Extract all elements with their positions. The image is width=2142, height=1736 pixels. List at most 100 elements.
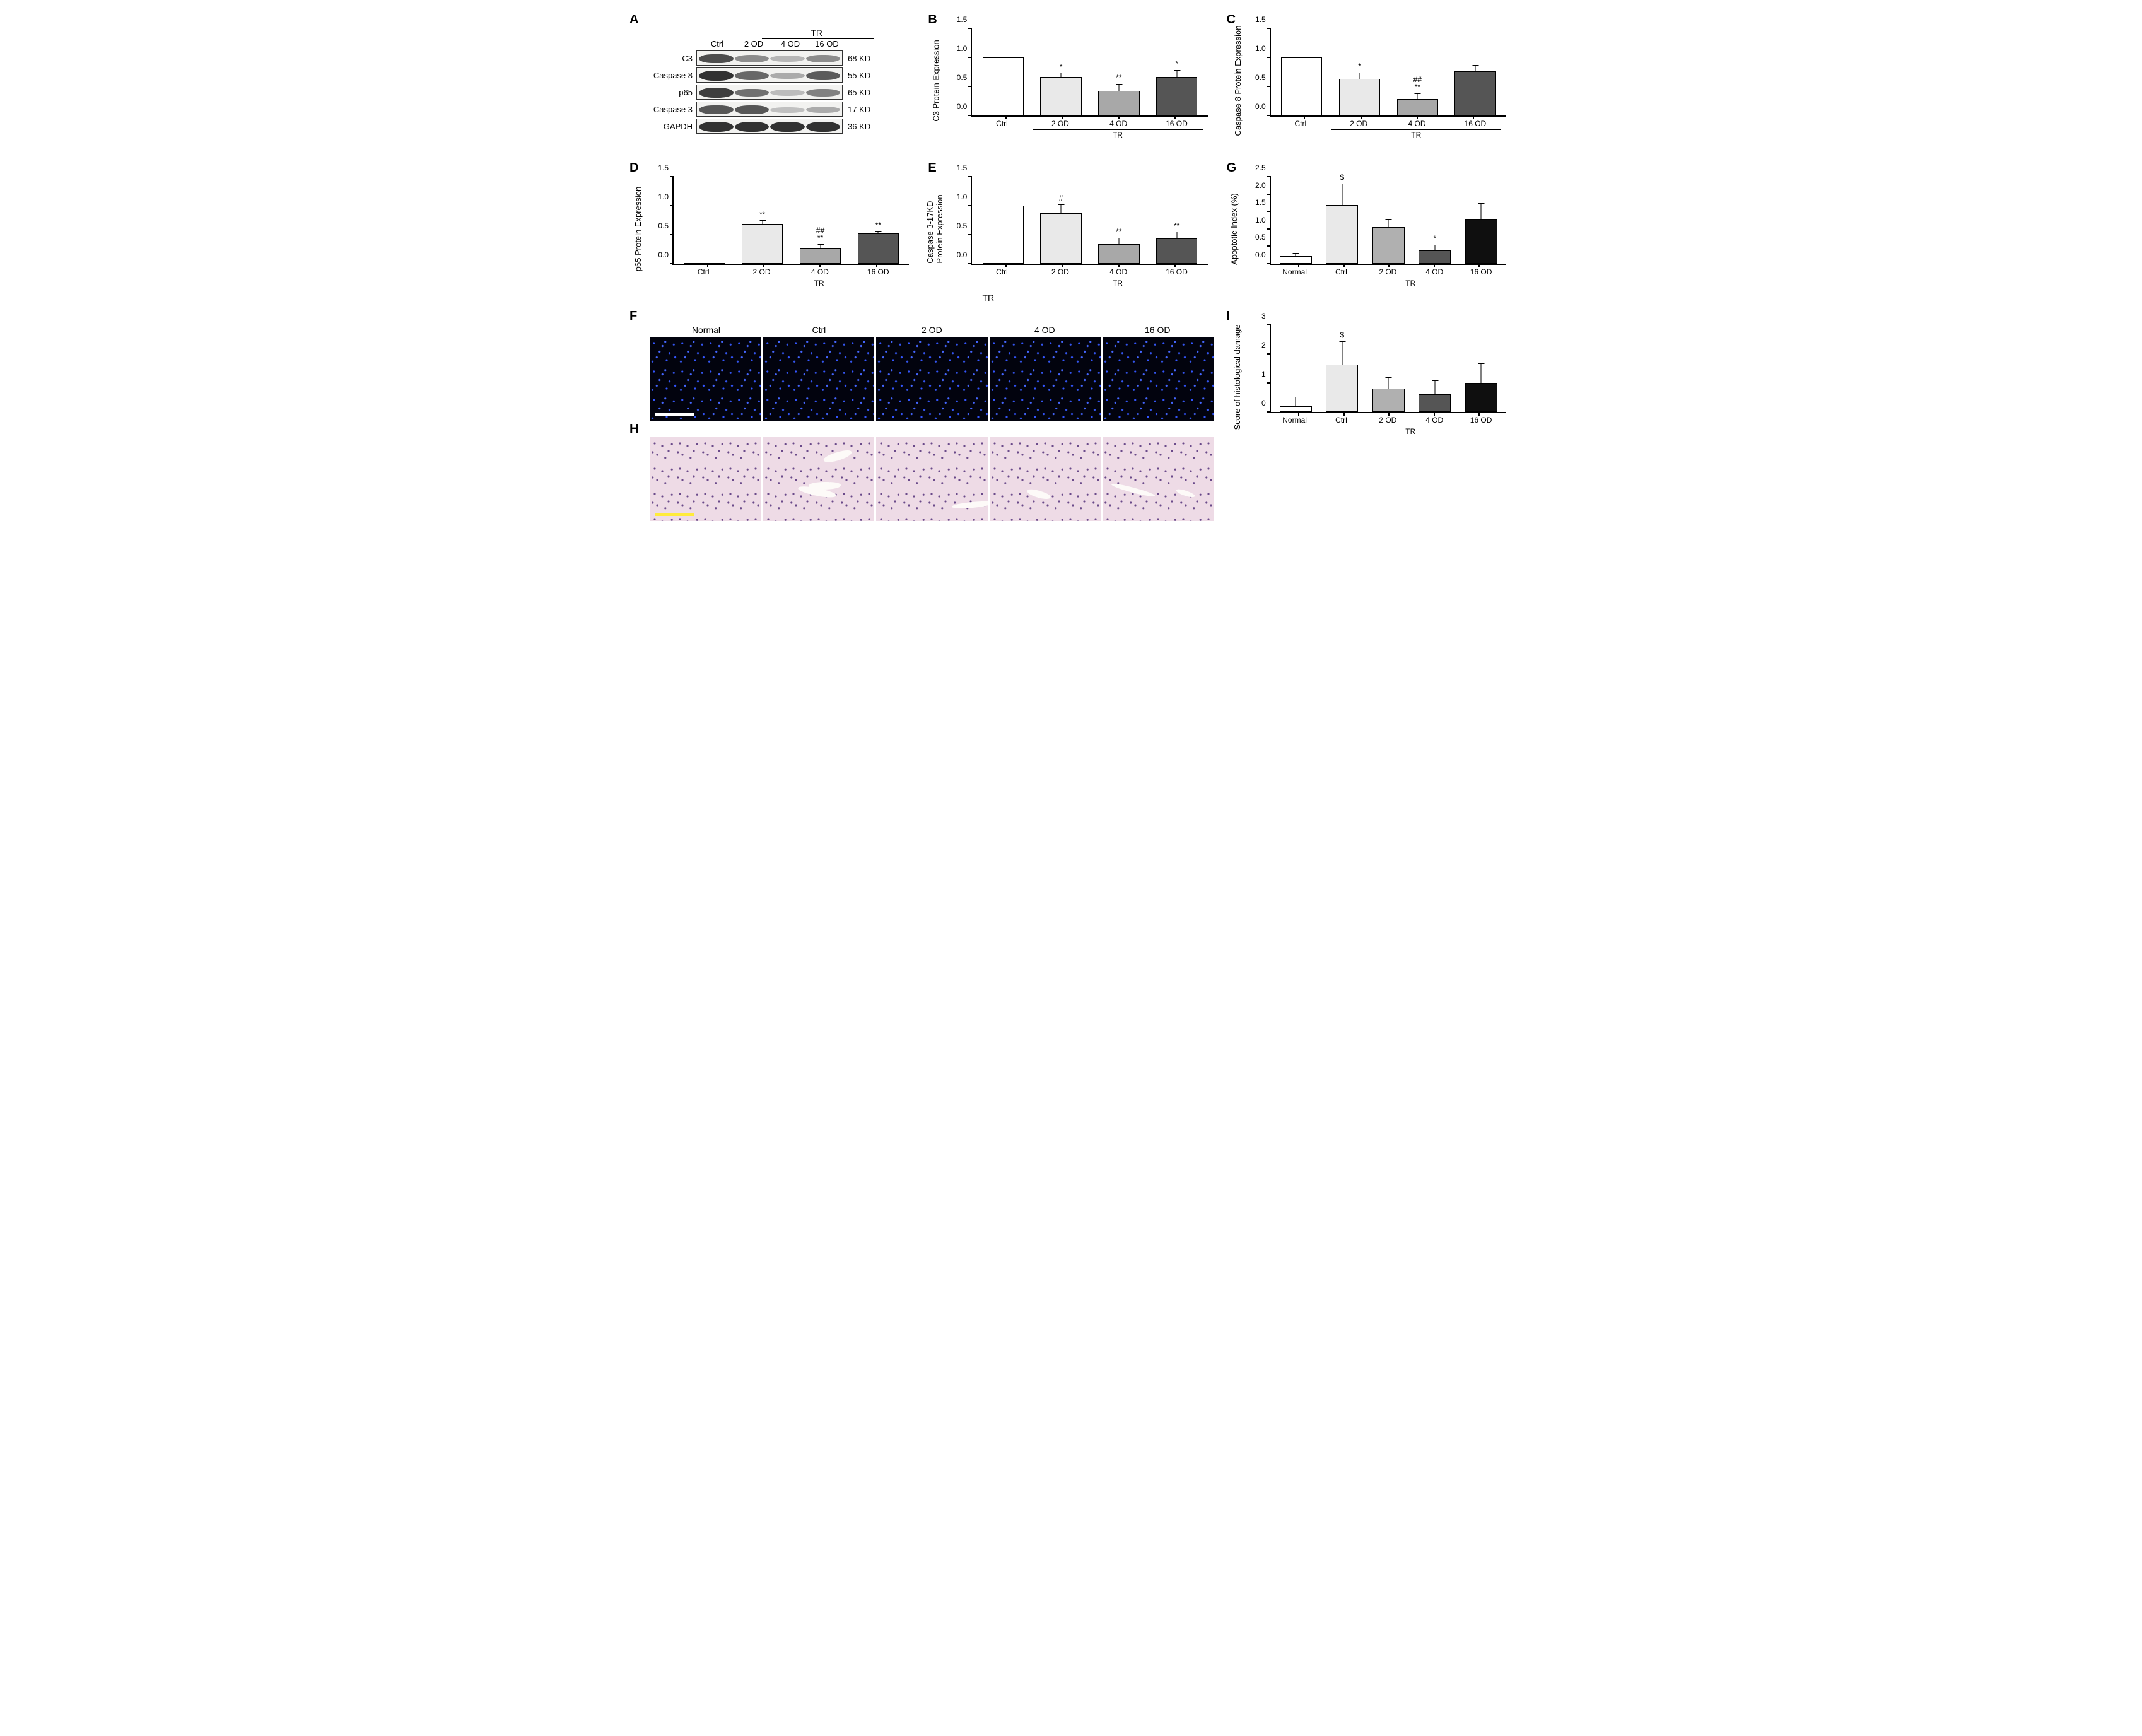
blot-band [699, 122, 734, 132]
x-tick [1118, 115, 1120, 119]
blot-band [806, 55, 841, 62]
x-tick [1417, 115, 1418, 119]
y-tick-label: 1.0 [1250, 216, 1266, 225]
x-label: 4 OD [1092, 119, 1144, 128]
panel-b-c3-chart: BC3 Protein Expression0.00.51.01.5****Ct… [928, 13, 1214, 148]
bar-slot: * [1035, 28, 1087, 115]
error-bar [762, 220, 763, 225]
y-tick-label: 0.0 [951, 102, 967, 111]
y-axis-label: C3 Protein Expression [932, 40, 941, 121]
tr-group: TR [1270, 426, 1506, 436]
bar-chart: Apoptotic Index (%)0.00.51.01.52.02.5$*N… [1227, 161, 1513, 296]
fluorescence-image [1103, 337, 1214, 421]
significance-marker: ** [1093, 228, 1145, 235]
significance-marker: * [1334, 62, 1386, 70]
significance-marker: # [1035, 194, 1087, 202]
bar [1280, 256, 1312, 264]
tr-group: TR [971, 278, 1207, 288]
y-tick-label: 1.5 [951, 163, 967, 172]
error-bar [1061, 73, 1062, 78]
y-axis-label: p65 Protein Expression [633, 186, 643, 271]
bar [1326, 365, 1358, 412]
x-label: 2 OD [1034, 267, 1086, 276]
bar [1156, 77, 1197, 115]
bar-slot: ## ** [795, 177, 846, 264]
bar [1372, 389, 1405, 412]
plot-area: 0.00.51.01.5#**** [971, 177, 1207, 265]
micro-column-header: 2 OD [875, 325, 988, 335]
y-tick-label: 1.5 [1250, 198, 1266, 207]
micro-tr-label: TR [978, 293, 998, 303]
bar-chart: Score of histological damage0123$NormalC… [1227, 309, 1513, 445]
x-tick [1062, 115, 1063, 119]
x-tick [1343, 264, 1345, 267]
bar [1040, 213, 1081, 264]
blot-band [770, 107, 805, 113]
tr-group: TR [1270, 129, 1506, 139]
y-tick-label: 1.0 [1250, 44, 1266, 53]
bar [684, 206, 725, 264]
tissue-gap [1175, 488, 1195, 499]
blot-kd: 36 KD [843, 122, 870, 131]
blot-row: Caspase 855 KD [648, 67, 915, 83]
tissue-gap [1111, 482, 1155, 499]
blot-kd: 65 KD [843, 88, 870, 97]
x-tick [1434, 412, 1435, 416]
blot-band [735, 122, 770, 132]
panel-label: A [629, 13, 638, 27]
x-tick [1005, 115, 1007, 119]
bar [1040, 77, 1081, 115]
he-image [990, 437, 1101, 520]
x-tick [1298, 264, 1299, 267]
y-tick-label: 1.0 [951, 192, 967, 201]
x-tick [1118, 264, 1120, 267]
he-image [1103, 437, 1214, 520]
bar [800, 248, 841, 264]
bar-slot: * [1415, 177, 1454, 264]
tr-group-label: TR [1033, 131, 1202, 139]
error-bar [1481, 203, 1482, 220]
y-tick-label: 0.0 [1250, 250, 1266, 259]
x-label: 16 OD [1150, 119, 1202, 128]
blot-band [770, 73, 805, 79]
error-bar [1481, 363, 1482, 384]
error-bar [1417, 93, 1418, 100]
x-tick [1361, 115, 1362, 119]
x-label: 2 OD [735, 267, 787, 276]
x-label: 2 OD [1034, 119, 1086, 128]
error-bar [878, 231, 879, 234]
blot-column-header: 4 OD [772, 39, 809, 49]
bar-slot: ## ** [1391, 28, 1443, 115]
bars-container: $* [1271, 177, 1506, 264]
blot-band [699, 105, 734, 114]
x-label: 2 OD [1333, 119, 1384, 128]
bar [1326, 205, 1358, 264]
tr-group-label: TR [1331, 131, 1501, 139]
x-label: Normal [1275, 267, 1315, 276]
tr-group-line [1033, 129, 1202, 130]
plot-area: 0.00.51.01.5*## ** [1270, 28, 1506, 117]
bar-slot [1276, 28, 1328, 115]
blot-column-header: 16 OD [809, 39, 845, 49]
error-bar [1176, 232, 1177, 238]
x-label: Ctrl [677, 267, 729, 276]
panel-e-caspase3-chart: ECaspase 3-17KD Protein Expression0.00.5… [928, 161, 1214, 296]
blot-bands [696, 119, 843, 134]
bar [983, 57, 1024, 115]
bar [1397, 99, 1438, 115]
x-label: 16 OD [1461, 416, 1501, 425]
bar-slot: $ [1322, 325, 1362, 412]
y-axis-label: Score of histological damage [1232, 324, 1242, 430]
blot-band [806, 71, 841, 80]
y-tick-label: 1.5 [1250, 15, 1266, 24]
blot-row-label: GAPDH [648, 122, 696, 131]
bar-chart: p65 Protein Expression0.00.51.01.5**## *… [629, 161, 915, 296]
error-bar [1475, 65, 1476, 72]
bar [1098, 244, 1139, 264]
bar-slot: ** [737, 177, 788, 264]
micro-column-header: 16 OD [1101, 325, 1214, 335]
panel-d-p65-chart: Dp65 Protein Expression0.00.51.01.5**## … [629, 161, 915, 296]
error-bar [820, 244, 821, 249]
significance-marker: * [1415, 235, 1454, 242]
bar-slot [977, 177, 1029, 264]
